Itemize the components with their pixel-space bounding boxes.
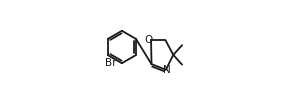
Text: N: N — [163, 65, 170, 75]
Text: Br: Br — [105, 58, 117, 68]
Text: O: O — [144, 35, 152, 45]
